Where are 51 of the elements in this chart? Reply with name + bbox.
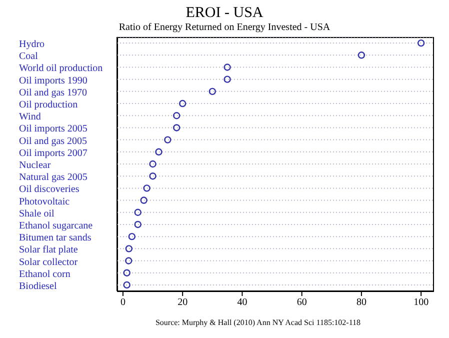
point (140, 196, 148, 204)
y-tick-label: Solar collector (19, 256, 78, 268)
point (123, 281, 130, 289)
y-tick-label: Oil and gas 2005 (19, 136, 88, 147)
y-tick-label: Ethanol sugarcane (19, 220, 94, 232)
y-tick-label: Natural gas 2005 (19, 172, 88, 184)
point (134, 220, 142, 228)
point (155, 148, 162, 156)
point (173, 112, 180, 120)
point (173, 124, 180, 132)
source-note: Source: Murphy & Hall (2010) Ann NY Acad Sci 1185:102-118 (154, 318, 362, 327)
point (125, 245, 133, 252)
y-tick-label: Oil imports 1990 (19, 75, 88, 86)
point (123, 269, 130, 276)
y-tick-label: Wind (19, 112, 41, 123)
y-tick-label: Oil and gas 1970 (19, 87, 88, 98)
point (417, 39, 425, 47)
point (164, 136, 172, 144)
y-tick-label: Oil discoveries (19, 184, 80, 196)
point (224, 76, 231, 83)
y-tick-label: Oil imports 2007 (19, 148, 88, 159)
x-tick-label: 0 (120, 297, 126, 308)
x-tick-label: 20 (178, 297, 188, 308)
point (143, 184, 150, 192)
point (134, 208, 142, 216)
y-tick-label: Nuclear (19, 160, 52, 171)
y-tick-label: Solar flat plate (19, 244, 78, 256)
y-tick-label: Ethanol corn (19, 268, 70, 280)
x-tick-label: 40 (237, 297, 248, 308)
y-tick-label: Shale oil (19, 208, 54, 220)
point (125, 257, 132, 264)
y-tick-label: Bitumen tar sands (19, 232, 92, 244)
y-tick-label: Biodiesel (19, 280, 57, 292)
y-tick-label: Oil imports 2005 (19, 124, 88, 135)
point (208, 88, 216, 96)
point (128, 232, 136, 240)
y-tick-label: Coal (19, 51, 38, 62)
x-tick-label: 60 (296, 297, 307, 308)
point (224, 64, 231, 71)
point (358, 52, 366, 59)
chart-title: EROI - USA (184, 5, 264, 22)
x-tick-label: 80 (356, 297, 366, 308)
y-tick-label: Oil production (19, 100, 78, 111)
point (149, 160, 156, 168)
y-tick-label: Photovoltaic (19, 196, 70, 208)
y-tick-label: Hydro (19, 39, 45, 50)
point (149, 172, 156, 180)
chart-subtitle: Ratio of Energy Returned on Energy Invested - USA (118, 22, 332, 33)
point (178, 100, 186, 108)
x-tick-label: 100 (414, 297, 429, 308)
y-tick-label: World oil production (19, 63, 103, 74)
